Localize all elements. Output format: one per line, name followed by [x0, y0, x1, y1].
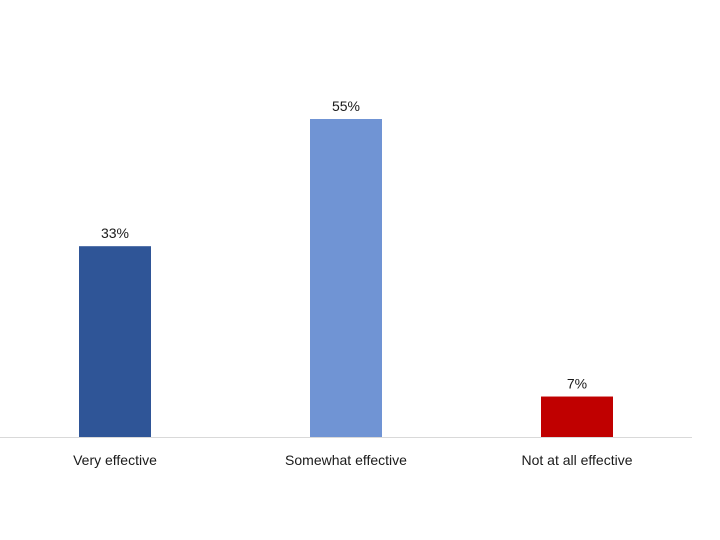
data-label: 33%: [101, 225, 129, 241]
data-label: 7%: [567, 376, 587, 392]
bar-very-effective: [79, 246, 151, 437]
x-tick-label: Somewhat effective: [285, 452, 407, 468]
bar-somewhat-effective: [310, 119, 382, 437]
x-tick-label: Very effective: [73, 452, 157, 468]
data-label: 55%: [332, 98, 360, 114]
x-tick-label: Not at all effective: [521, 452, 632, 468]
bar-not-at-all-effective: [541, 396, 613, 437]
